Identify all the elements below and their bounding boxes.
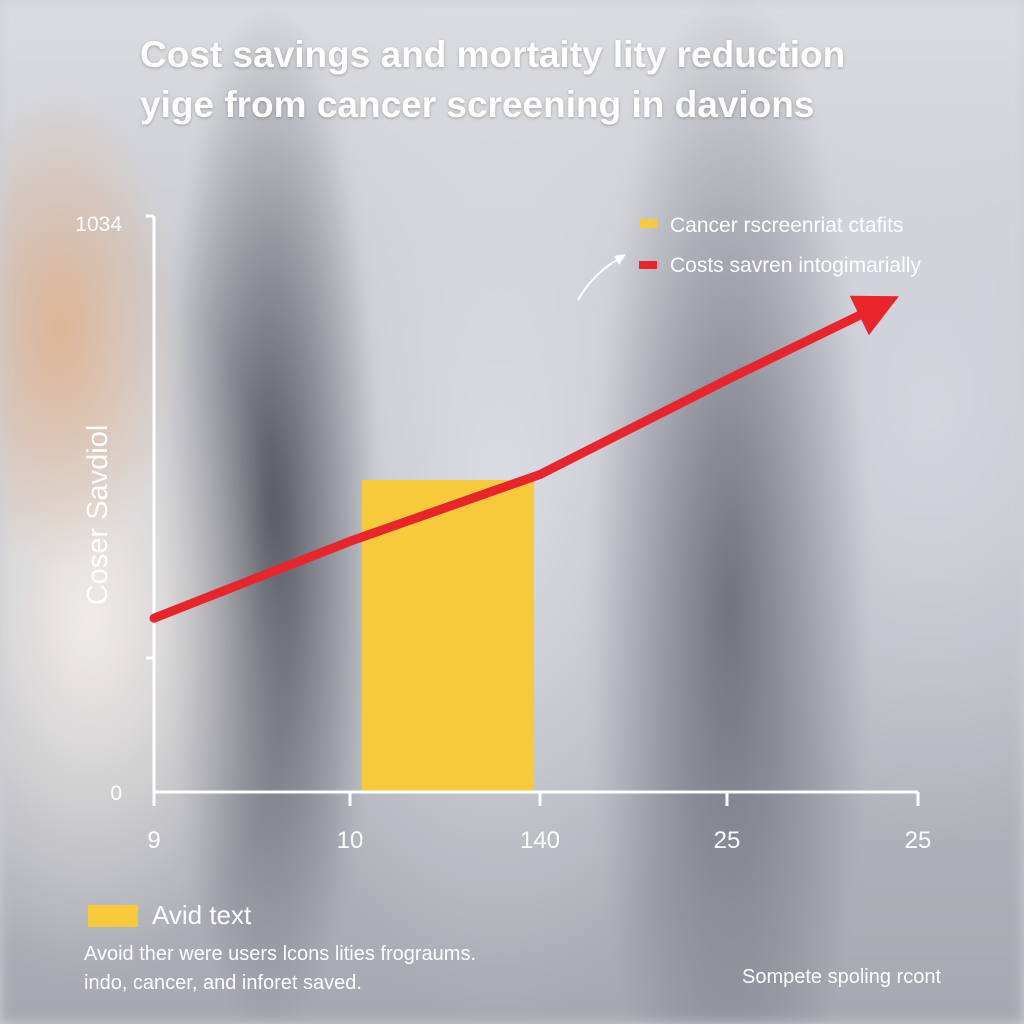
legend-pointer-line [577, 256, 623, 301]
x-tick-label: 140 [520, 827, 560, 854]
x-tick-label: 10 [337, 827, 364, 854]
y-tick-label: 0 [110, 782, 122, 805]
x-tick-label: 25 [714, 827, 741, 854]
legend-label-bar: Cancer rscreenriat ctafits [670, 214, 903, 237]
legend-note: Avid text [152, 900, 252, 930]
footnote-line-1: Avoid ther were users lcons lities frogr… [84, 943, 477, 965]
x-tick-label: 25 [905, 827, 932, 854]
legend-swatch-bar [639, 219, 657, 228]
footnote-line-2: indo, cancer, and inforet saved. [84, 972, 362, 994]
y-axis-label: Coser Savdiol [82, 425, 114, 606]
series-line-costs-saved [149, 304, 877, 623]
bar-cancer-screening [362, 480, 534, 792]
legend-pointer-arrowhead [614, 254, 626, 265]
legend-swatch-yellow [88, 905, 138, 927]
legend-label-line: Costs savren intogimarially [670, 254, 921, 277]
chart-title: Cost savings and mortaity lity reduction… [140, 30, 940, 130]
legend-swatch-line [639, 261, 657, 269]
title-line-2: yige from cancer screening in davions [140, 84, 815, 125]
series-arrowhead [849, 295, 899, 336]
source-note: Sompete spoling rcont [742, 966, 942, 988]
footnote: Avoid ther were users lcons lities frogr… [84, 940, 604, 998]
x-tick-label: 9 [147, 827, 160, 854]
y-tick-label: 1034 [75, 213, 122, 236]
title-line-1: Cost savings and mortaity lity reduction [140, 34, 846, 75]
